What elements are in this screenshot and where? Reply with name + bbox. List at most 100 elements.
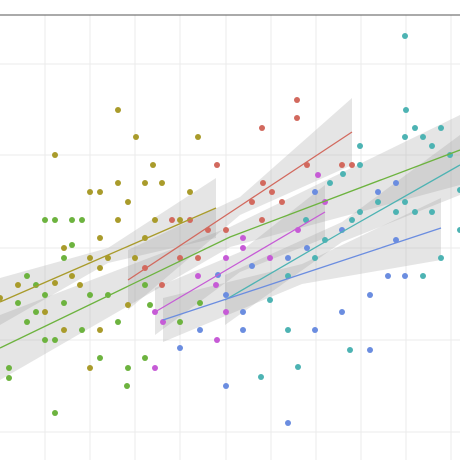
trend-line — [127, 131, 353, 281]
point — [403, 107, 409, 113]
point — [6, 375, 12, 381]
point — [214, 162, 220, 168]
point — [347, 347, 353, 353]
point — [79, 217, 85, 223]
point — [304, 245, 310, 251]
point — [0, 295, 3, 301]
point — [223, 309, 229, 315]
point — [339, 162, 345, 168]
point — [340, 171, 346, 177]
point — [97, 327, 103, 333]
point — [240, 235, 246, 241]
point — [260, 180, 266, 186]
confidence-band — [0, 115, 460, 380]
point — [402, 199, 408, 205]
point — [142, 180, 148, 186]
point — [42, 292, 48, 298]
point — [69, 217, 75, 223]
point — [312, 255, 318, 261]
point — [249, 263, 255, 269]
point — [187, 189, 193, 195]
point — [349, 217, 355, 223]
point — [457, 187, 460, 193]
point — [97, 355, 103, 361]
point — [223, 292, 229, 298]
point — [429, 209, 435, 215]
point — [115, 107, 121, 113]
point — [159, 282, 165, 288]
point — [87, 255, 93, 261]
point — [132, 255, 138, 261]
point — [33, 309, 39, 315]
point — [133, 134, 139, 140]
point — [214, 337, 220, 343]
point — [124, 383, 130, 389]
point — [213, 282, 219, 288]
point — [61, 300, 67, 306]
point — [87, 189, 93, 195]
point — [69, 273, 75, 279]
point — [87, 292, 93, 298]
point — [52, 217, 58, 223]
point — [279, 199, 285, 205]
point — [42, 337, 48, 343]
point — [294, 115, 300, 121]
point — [295, 364, 301, 370]
point — [285, 255, 291, 261]
point — [357, 143, 363, 149]
point — [312, 327, 318, 333]
point — [393, 209, 399, 215]
point — [393, 237, 399, 243]
point — [438, 125, 444, 131]
point — [223, 383, 229, 389]
point — [15, 300, 21, 306]
trend-line — [0, 207, 217, 303]
point — [240, 309, 246, 315]
confidence-band — [0, 178, 216, 325]
trend-line — [0, 149, 460, 349]
point — [367, 292, 373, 298]
point — [97, 235, 103, 241]
point — [285, 420, 291, 426]
point — [259, 217, 265, 223]
point — [152, 365, 158, 371]
confidence-band — [128, 98, 352, 310]
point — [367, 347, 373, 353]
point — [195, 273, 201, 279]
point — [285, 327, 291, 333]
point — [150, 162, 156, 168]
point — [159, 180, 165, 186]
point — [42, 217, 48, 223]
point — [339, 309, 345, 315]
confidence-band — [155, 185, 325, 335]
point — [105, 255, 111, 261]
point — [115, 180, 121, 186]
point — [357, 209, 363, 215]
point — [294, 97, 300, 103]
point — [249, 199, 255, 205]
point — [125, 365, 131, 371]
trend-line — [162, 227, 442, 321]
trend-line — [224, 164, 460, 301]
point — [169, 217, 175, 223]
point — [197, 300, 203, 306]
point — [420, 134, 426, 140]
point — [142, 355, 148, 361]
trend-line — [154, 211, 326, 313]
point — [125, 199, 131, 205]
point — [327, 180, 333, 186]
point — [197, 327, 203, 333]
point — [223, 227, 229, 233]
point — [402, 33, 408, 39]
point — [24, 273, 30, 279]
point — [393, 180, 399, 186]
point — [412, 125, 418, 131]
point — [375, 189, 381, 195]
point — [385, 273, 391, 279]
point — [125, 302, 131, 308]
point — [52, 280, 58, 286]
point — [349, 162, 355, 168]
point — [258, 374, 264, 380]
point — [177, 345, 183, 351]
